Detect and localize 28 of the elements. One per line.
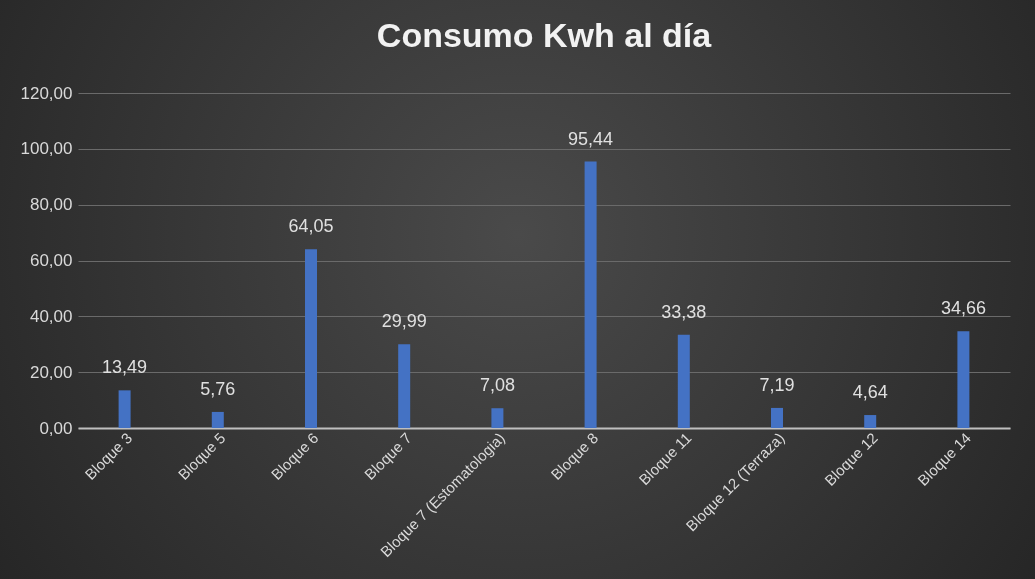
y-tick-label: 0,00 [39,418,73,438]
y-tick-label: 120,00 [20,83,73,103]
bar [771,407,783,428]
data-label: 5,76 [200,378,236,399]
bar [491,408,504,428]
data-label: 13,49 [102,357,148,378]
data-label: 64,05 [288,216,334,237]
y-tick-label: 20,00 [29,362,73,382]
chart-title: Consumo Kwh al día [376,16,713,54]
data-label: 33,38 [661,301,707,322]
data-label: 34,66 [940,298,986,319]
bar [211,411,224,428]
bar [677,334,690,428]
data-label: 7,08 [479,375,515,396]
y-tick-label: 80,00 [29,195,73,215]
bar [398,344,411,428]
data-label: 7,19 [759,374,795,395]
y-tick-label: 100,00 [20,139,73,159]
data-label: 29,99 [381,311,427,332]
bar [864,415,877,428]
bar [118,390,131,428]
data-label: 4,64 [852,382,888,403]
y-tick-label: 60,00 [29,251,73,270]
bar [584,161,597,428]
bar [305,249,317,428]
y-tick-label: 40,00 [29,306,73,326]
data-label: 95,44 [568,128,614,149]
bar [957,331,970,428]
